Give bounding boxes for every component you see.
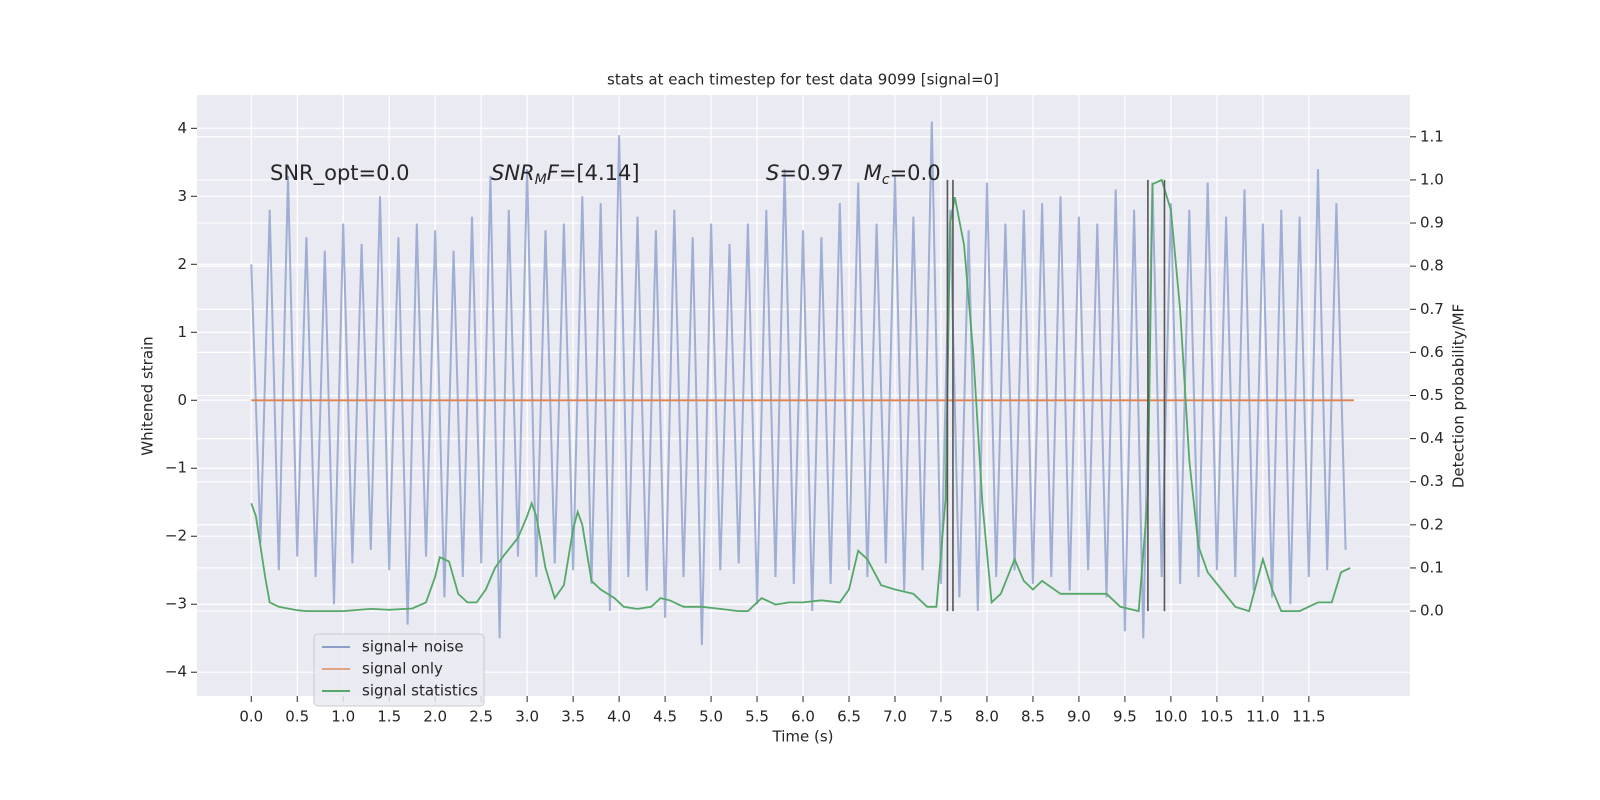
annotation-part: M — [864, 161, 882, 185]
annotation: S=0.97 Mc=0.0 — [766, 161, 941, 188]
y2-tick-label: 0.6 — [1420, 343, 1444, 361]
y2-tick-label: 0.2 — [1420, 515, 1444, 533]
annotation-part: =0.97 — [779, 161, 863, 185]
x-tick-label: 11.5 — [1292, 708, 1325, 726]
y2-tick-label: 0.3 — [1420, 472, 1444, 490]
annotation: SNR_opt=0.0 — [270, 161, 410, 186]
legend-label: signal only — [362, 660, 443, 678]
y2-tick-label: 1.0 — [1420, 170, 1444, 188]
y2-tick-label: 0.4 — [1420, 429, 1444, 447]
annotation-part: F — [547, 161, 560, 185]
y-tick-label: −1 — [165, 459, 187, 477]
x-tick-label: 5.0 — [699, 708, 723, 726]
legend-label: signal+ noise — [362, 638, 464, 656]
y-tick-label: −2 — [165, 527, 187, 545]
annotation-part: =0.0 — [890, 161, 941, 185]
x-tick-label: 6.0 — [791, 708, 815, 726]
x-tick-label: 1.0 — [331, 708, 355, 726]
x-tick-label: 4.5 — [653, 708, 677, 726]
x-tick-label: 7.5 — [929, 708, 953, 726]
chart-title: stats at each timestep for test data 909… — [607, 71, 999, 89]
annotation-part: SNR — [491, 161, 535, 185]
annotation-part: =[4.14] — [559, 161, 640, 185]
x-tick-label: 3.5 — [561, 708, 585, 726]
x-tick-label: 8.0 — [975, 708, 999, 726]
x-tick-label: 1.5 — [377, 708, 401, 726]
x-tick-label: 0.5 — [285, 708, 309, 726]
y-tick-label: 2 — [177, 255, 187, 273]
annotation-part: M — [535, 172, 547, 188]
x-tick-label: 11.0 — [1246, 708, 1279, 726]
annotation-part: c — [882, 172, 890, 188]
x-tick-label: 4.0 — [607, 708, 631, 726]
y-tick-label: 4 — [177, 119, 187, 137]
x-tick-label: 0.0 — [239, 708, 263, 726]
x-tick-label: 2.5 — [469, 708, 493, 726]
series-line — [250, 178, 1351, 613]
x-tick-label: 10.5 — [1200, 708, 1233, 726]
y-tick-label: −3 — [165, 595, 187, 613]
y2-tick-label: 1.1 — [1420, 127, 1444, 145]
y-tick-label: −4 — [165, 663, 187, 681]
x-tick-label: 8.5 — [1021, 708, 1045, 726]
y-axis-label: Whitened strain — [139, 336, 157, 455]
y-tick-label: 1 — [177, 323, 187, 341]
x-tick-label: 10.0 — [1154, 708, 1187, 726]
y2-axis-label: Detection probability/MF — [1450, 304, 1468, 488]
y2-tick-label: 0.5 — [1420, 386, 1444, 404]
y2-tick-label: 0.9 — [1420, 214, 1444, 232]
y-tick-label: 3 — [177, 187, 187, 205]
annotation: SNRMF=[4.14] — [491, 161, 640, 188]
x-tick-label: 9.5 — [1113, 708, 1137, 726]
y2-tick-label: 0.1 — [1420, 558, 1444, 576]
x-tick-label: 2.0 — [423, 708, 447, 726]
x-tick-label: 3.0 — [515, 708, 539, 726]
legend-label: signal statistics — [362, 682, 478, 700]
x-tick-label: 6.5 — [837, 708, 861, 726]
x-tick-label: 9.0 — [1067, 708, 1091, 726]
x-tick-label: 7.0 — [883, 708, 907, 726]
y2-tick-label: 0.0 — [1420, 602, 1444, 620]
x-tick-label: 5.5 — [745, 708, 769, 726]
y2-tick-label: 0.8 — [1420, 257, 1444, 275]
y-tick-label: 0 — [177, 391, 187, 409]
x-axis-label: Time (s) — [772, 728, 834, 746]
annotation-part: S — [766, 161, 779, 185]
annotation-part: SNR_opt=0.0 — [270, 161, 410, 186]
y2-tick-label: 0.7 — [1420, 300, 1444, 318]
legend-box — [313, 633, 485, 707]
series-line — [250, 121, 1347, 646]
